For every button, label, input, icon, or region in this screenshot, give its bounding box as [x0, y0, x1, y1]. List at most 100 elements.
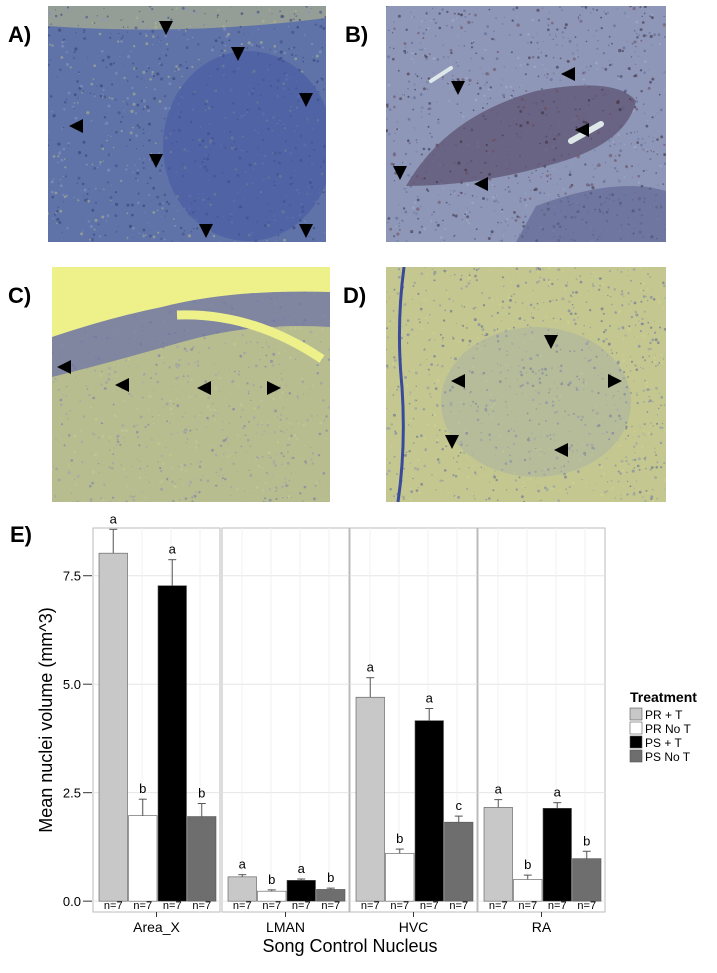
tissue-speckle: [247, 41, 251, 45]
tissue-speckle: [171, 412, 174, 415]
blood-vessel: [429, 66, 453, 83]
tissue-speckle: [532, 398, 535, 402]
tissue-speckle: [585, 66, 588, 69]
tissue-speckle: [429, 132, 431, 135]
tissue-speckle: [532, 36, 534, 39]
tissue-speckle: [538, 497, 542, 501]
tissue-speckle: [471, 195, 474, 197]
tissue-speckle: [517, 451, 519, 453]
tissue-speckle: [83, 31, 85, 34]
tissue-speckle: [132, 102, 136, 106]
tissue-speckle: [430, 363, 433, 366]
tissue-speckle: [585, 40, 588, 43]
tissue-speckle: [607, 286, 610, 289]
tissue-speckle: [449, 431, 452, 433]
tissue-speckle: [176, 345, 179, 349]
tissue-speckle: [651, 77, 655, 81]
tissue-speckle: [121, 424, 125, 427]
tissue-speckle: [189, 429, 192, 432]
tissue-speckle: [648, 333, 650, 335]
tissue-speckle: [191, 496, 194, 499]
tissue-speckle: [619, 444, 622, 447]
tissue-speckle: [74, 375, 76, 377]
tissue-speckle: [172, 77, 176, 81]
tissue-speckle: [288, 392, 292, 395]
tissue-speckle: [144, 234, 147, 236]
tissue-speckle: [649, 388, 651, 391]
tissue-speckle: [420, 48, 424, 51]
tissue-speckle: [51, 13, 53, 15]
tissue-speckle: [508, 177, 510, 179]
tissue-speckle: [501, 208, 504, 211]
tissue-speckle: [281, 485, 284, 488]
tissue-speckle: [60, 403, 63, 407]
tissue-speckle: [584, 382, 588, 385]
tissue-speckle: [202, 475, 204, 477]
tissue-speckle: [557, 194, 559, 196]
tissue-speckle: [425, 58, 428, 61]
tissue-speckle: [470, 405, 472, 407]
tissue-speckle: [63, 100, 67, 104]
tissue-speckle: [505, 334, 508, 338]
tissue-speckle: [435, 441, 439, 444]
tissue-speckle: [574, 312, 577, 315]
tissue-speckle: [529, 357, 533, 360]
tissue-speckle: [588, 86, 590, 88]
micrograph-b: [386, 6, 666, 242]
arrowhead-marker: [451, 374, 465, 388]
tissue-speckle: [585, 183, 590, 187]
tissue-speckle: [148, 132, 150, 134]
tissue-speckle: [530, 450, 532, 452]
tissue-speckle: [550, 385, 552, 387]
x-tick-label: RA: [532, 919, 552, 935]
tissue-speckle: [286, 443, 290, 447]
tissue-speckle: [575, 291, 578, 294]
tissue-speckle: [442, 339, 444, 341]
tissue-speckle: [253, 358, 255, 360]
tissue-speckle: [496, 328, 499, 330]
tissue-speckle: [636, 36, 639, 39]
tissue-speckle: [454, 214, 458, 218]
tissue-speckle: [185, 349, 188, 353]
tissue-speckle: [214, 374, 217, 377]
tissue-speckle: [99, 235, 102, 238]
tissue-speckle: [403, 303, 407, 306]
tissue-speckle: [140, 77, 143, 80]
tissue-speckle: [252, 491, 254, 493]
arrowhead-marker: [544, 335, 558, 349]
tissue-speckle: [646, 150, 649, 153]
tissue-speckle: [634, 74, 638, 78]
tissue-speckle: [52, 217, 54, 220]
tissue-speckle: [151, 415, 153, 418]
tissue-speckle: [545, 178, 547, 180]
tissue-speckle: [55, 379, 58, 381]
tissue-speckle: [414, 399, 417, 402]
tissue-speckle: [535, 267, 539, 270]
tissue-speckle: [592, 284, 595, 288]
tissue-speckle: [136, 458, 139, 461]
tissue-speckle: [469, 279, 471, 281]
tissue-speckle: [629, 370, 632, 372]
tissue-speckle: [541, 88, 543, 90]
tissue-speckle: [59, 150, 61, 152]
tissue-speckle: [569, 405, 571, 407]
tissue-speckle: [474, 274, 477, 278]
arrowhead-marker: [267, 381, 281, 395]
tissue-speckle: [156, 209, 159, 212]
tissue-speckle: [51, 195, 55, 199]
tissue-speckle: [498, 240, 501, 242]
tissue-speckle: [534, 470, 537, 473]
tissue-speckle: [148, 234, 152, 238]
tissue-speckle: [433, 279, 436, 282]
tissue-speckle: [625, 459, 628, 463]
tissue-speckle: [405, 323, 407, 326]
tissue-speckle: [568, 39, 572, 43]
tissue-speckle: [120, 429, 124, 433]
tissue-speckle: [125, 500, 128, 502]
tissue-speckle: [432, 268, 434, 270]
tissue-speckle: [219, 240, 221, 242]
tissue-speckle: [537, 56, 540, 59]
tissue-speckle: [281, 15, 285, 18]
tissue-speckle: [66, 6, 69, 9]
tissue-speckle: [165, 209, 169, 213]
